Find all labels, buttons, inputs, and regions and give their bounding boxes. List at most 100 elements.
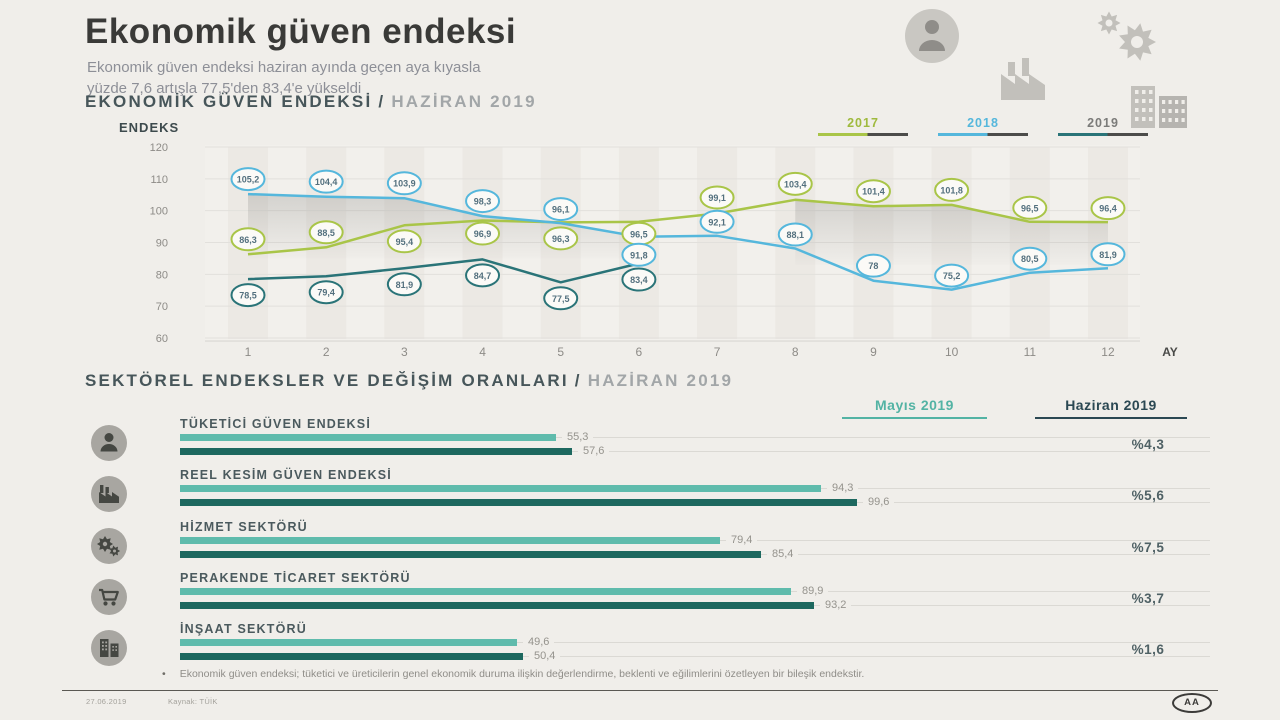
decorative-icons — [905, 9, 1187, 128]
legend-line-2019 — [1058, 133, 1148, 136]
sector-bars: 89,9 93,2 — [180, 585, 1210, 612]
bar-june — [180, 653, 523, 660]
sector-change: %4,3 — [1131, 437, 1165, 452]
bar-row-may: 49,6 — [180, 636, 1210, 648]
data-label-2018: 96,1 — [552, 205, 570, 215]
y-tick-label: 110 — [150, 174, 168, 186]
consumer-icon — [91, 425, 127, 461]
header-separator: / — [378, 92, 386, 111]
building-icon — [91, 630, 127, 666]
data-badge-2019 — [386, 272, 422, 297]
sector-row: HİZMET SEKTÖRÜ 79,4 85,4 %7,5 — [85, 520, 1210, 570]
sector-change: %5,6 — [1131, 488, 1165, 503]
bar-value-may: 55,3 — [562, 431, 594, 443]
data-label-2017: 96,5 — [1021, 203, 1039, 213]
y-tick-label: 100 — [150, 206, 168, 218]
person-icon — [905, 9, 959, 63]
data-badge-2018 — [386, 171, 422, 196]
data-label-2018: 75,2 — [943, 271, 961, 281]
bar-track — [180, 437, 1210, 438]
data-badge-2018 — [621, 242, 657, 267]
bar-may — [180, 639, 517, 646]
x-tick-label: 1 — [245, 345, 252, 359]
bar-row-may: 94,3 — [180, 482, 1210, 494]
data-badge-2019 — [621, 267, 657, 292]
data-badge-2017 — [934, 177, 970, 202]
data-label-2017: 99,1 — [708, 193, 726, 203]
data-label-2017: 101,8 — [940, 185, 963, 195]
series-line-2019 — [247, 258, 640, 284]
x-tick-label: 9 — [870, 345, 877, 359]
bar-row-june: 57,6 — [180, 445, 1210, 457]
bar-value-may: 49,6 — [523, 636, 555, 648]
bar-value-june: 50,4 — [529, 650, 561, 662]
chart-section-title: EKONOMİK GÜVEN ENDEKSİ — [85, 92, 373, 111]
column-header-june: Haziran 2019 — [1035, 397, 1187, 419]
data-badge-2018 — [1012, 246, 1048, 271]
data-badge-2018 — [1090, 242, 1126, 267]
bar-row-june: 99,6 — [180, 496, 1210, 508]
bar-june — [180, 448, 572, 455]
data-badge-2017 — [465, 221, 501, 246]
data-badge-2019 — [543, 286, 579, 311]
y-tick-label: 80 — [156, 269, 168, 281]
bar-may — [180, 434, 556, 441]
sector-row: PERAKENDE TİCARET SEKTÖRÜ 89,9 93,2 %3,7 — [85, 571, 1210, 621]
legend-line-2018 — [938, 133, 1028, 136]
bar-june — [180, 551, 761, 558]
footer-source: Kaynak: TÜİK — [168, 697, 218, 706]
footer-divider — [62, 690, 1218, 691]
bar-may — [180, 537, 720, 544]
legend-label-2018: 2018 — [967, 116, 999, 130]
chart-section-header: EKONOMİK GÜVEN ENDEKSİ / HAZİRAN 2019 — [85, 92, 537, 112]
column-header-may: Mayıs 2019 — [842, 397, 987, 419]
sector-label: PERAKENDE TİCARET SEKTÖRÜ — [180, 571, 411, 585]
bar-value-may: 79,4 — [726, 534, 758, 546]
sector-change: %3,7 — [1131, 591, 1165, 606]
footnote: • Ekonomik güven endeksi; tüketici ve üre… — [162, 668, 864, 680]
bar-row-may: 55,3 — [180, 431, 1210, 443]
retail-icon — [91, 579, 127, 615]
x-tick-label: 2 — [323, 345, 330, 359]
x-axis-label: AY — [1162, 345, 1178, 359]
y-axis-label: ENDEKS — [119, 120, 180, 135]
factory-icon — [91, 476, 127, 512]
sector-change: %1,6 — [1131, 642, 1165, 657]
sector-row: TÜKETİCİ GÜVEN ENDEKSİ 55,3 57,6 %4,3 — [85, 417, 1210, 467]
data-badge-2017 — [230, 227, 266, 252]
bar-value-may: 94,3 — [827, 482, 859, 494]
data-badge-2017 — [777, 171, 813, 196]
y-tick-label: 120 — [150, 142, 168, 154]
legend-label-2019: 2019 — [1087, 116, 1119, 130]
x-tick-label: 6 — [636, 345, 643, 359]
sector-row: REEL KESİM GÜVEN ENDEKSİ 94,3 99,6 %5,6 — [85, 468, 1210, 518]
bar-may — [180, 485, 821, 492]
data-label-2019: 79,4 — [317, 288, 335, 298]
sector-bars: 49,6 50,4 — [180, 636, 1210, 663]
sector-label: İNŞAAT SEKTÖRÜ — [180, 622, 307, 636]
bar-value-june: 85,4 — [767, 548, 799, 560]
bar-value-june: 99,6 — [863, 496, 895, 508]
data-label-2019: 77,5 — [552, 294, 570, 304]
bar-track — [180, 451, 1210, 452]
bullet-icon: • — [162, 668, 166, 680]
month-stripe — [697, 147, 738, 339]
data-label-2018: 81,9 — [1099, 250, 1117, 260]
legend-item-2017: 2017 — [818, 116, 908, 136]
data-badge-2018 — [465, 189, 501, 214]
x-tick-label: 3 — [401, 345, 408, 359]
x-tick-label: 7 — [714, 345, 721, 359]
sector-row: İNŞAAT SEKTÖRÜ 49,6 50,4 %1,6 — [85, 622, 1210, 672]
footer-date: 27.06.2019 — [86, 697, 127, 706]
data-badge-2017 — [1090, 196, 1126, 221]
bar-row-june: 93,2 — [180, 599, 1210, 611]
data-label-2018: 103,9 — [393, 179, 416, 189]
sector-bars: 55,3 57,6 — [180, 431, 1210, 458]
gears-icon — [91, 528, 127, 564]
data-label-2018: 105,2 — [237, 175, 260, 185]
bar-row-june: 50,4 — [180, 650, 1210, 662]
x-tick-label: 12 — [1101, 345, 1115, 359]
x-tick-label: 4 — [479, 345, 486, 359]
subtitle-line-1: Ekonomik güven endeksi haziran ayında ge… — [87, 59, 481, 76]
